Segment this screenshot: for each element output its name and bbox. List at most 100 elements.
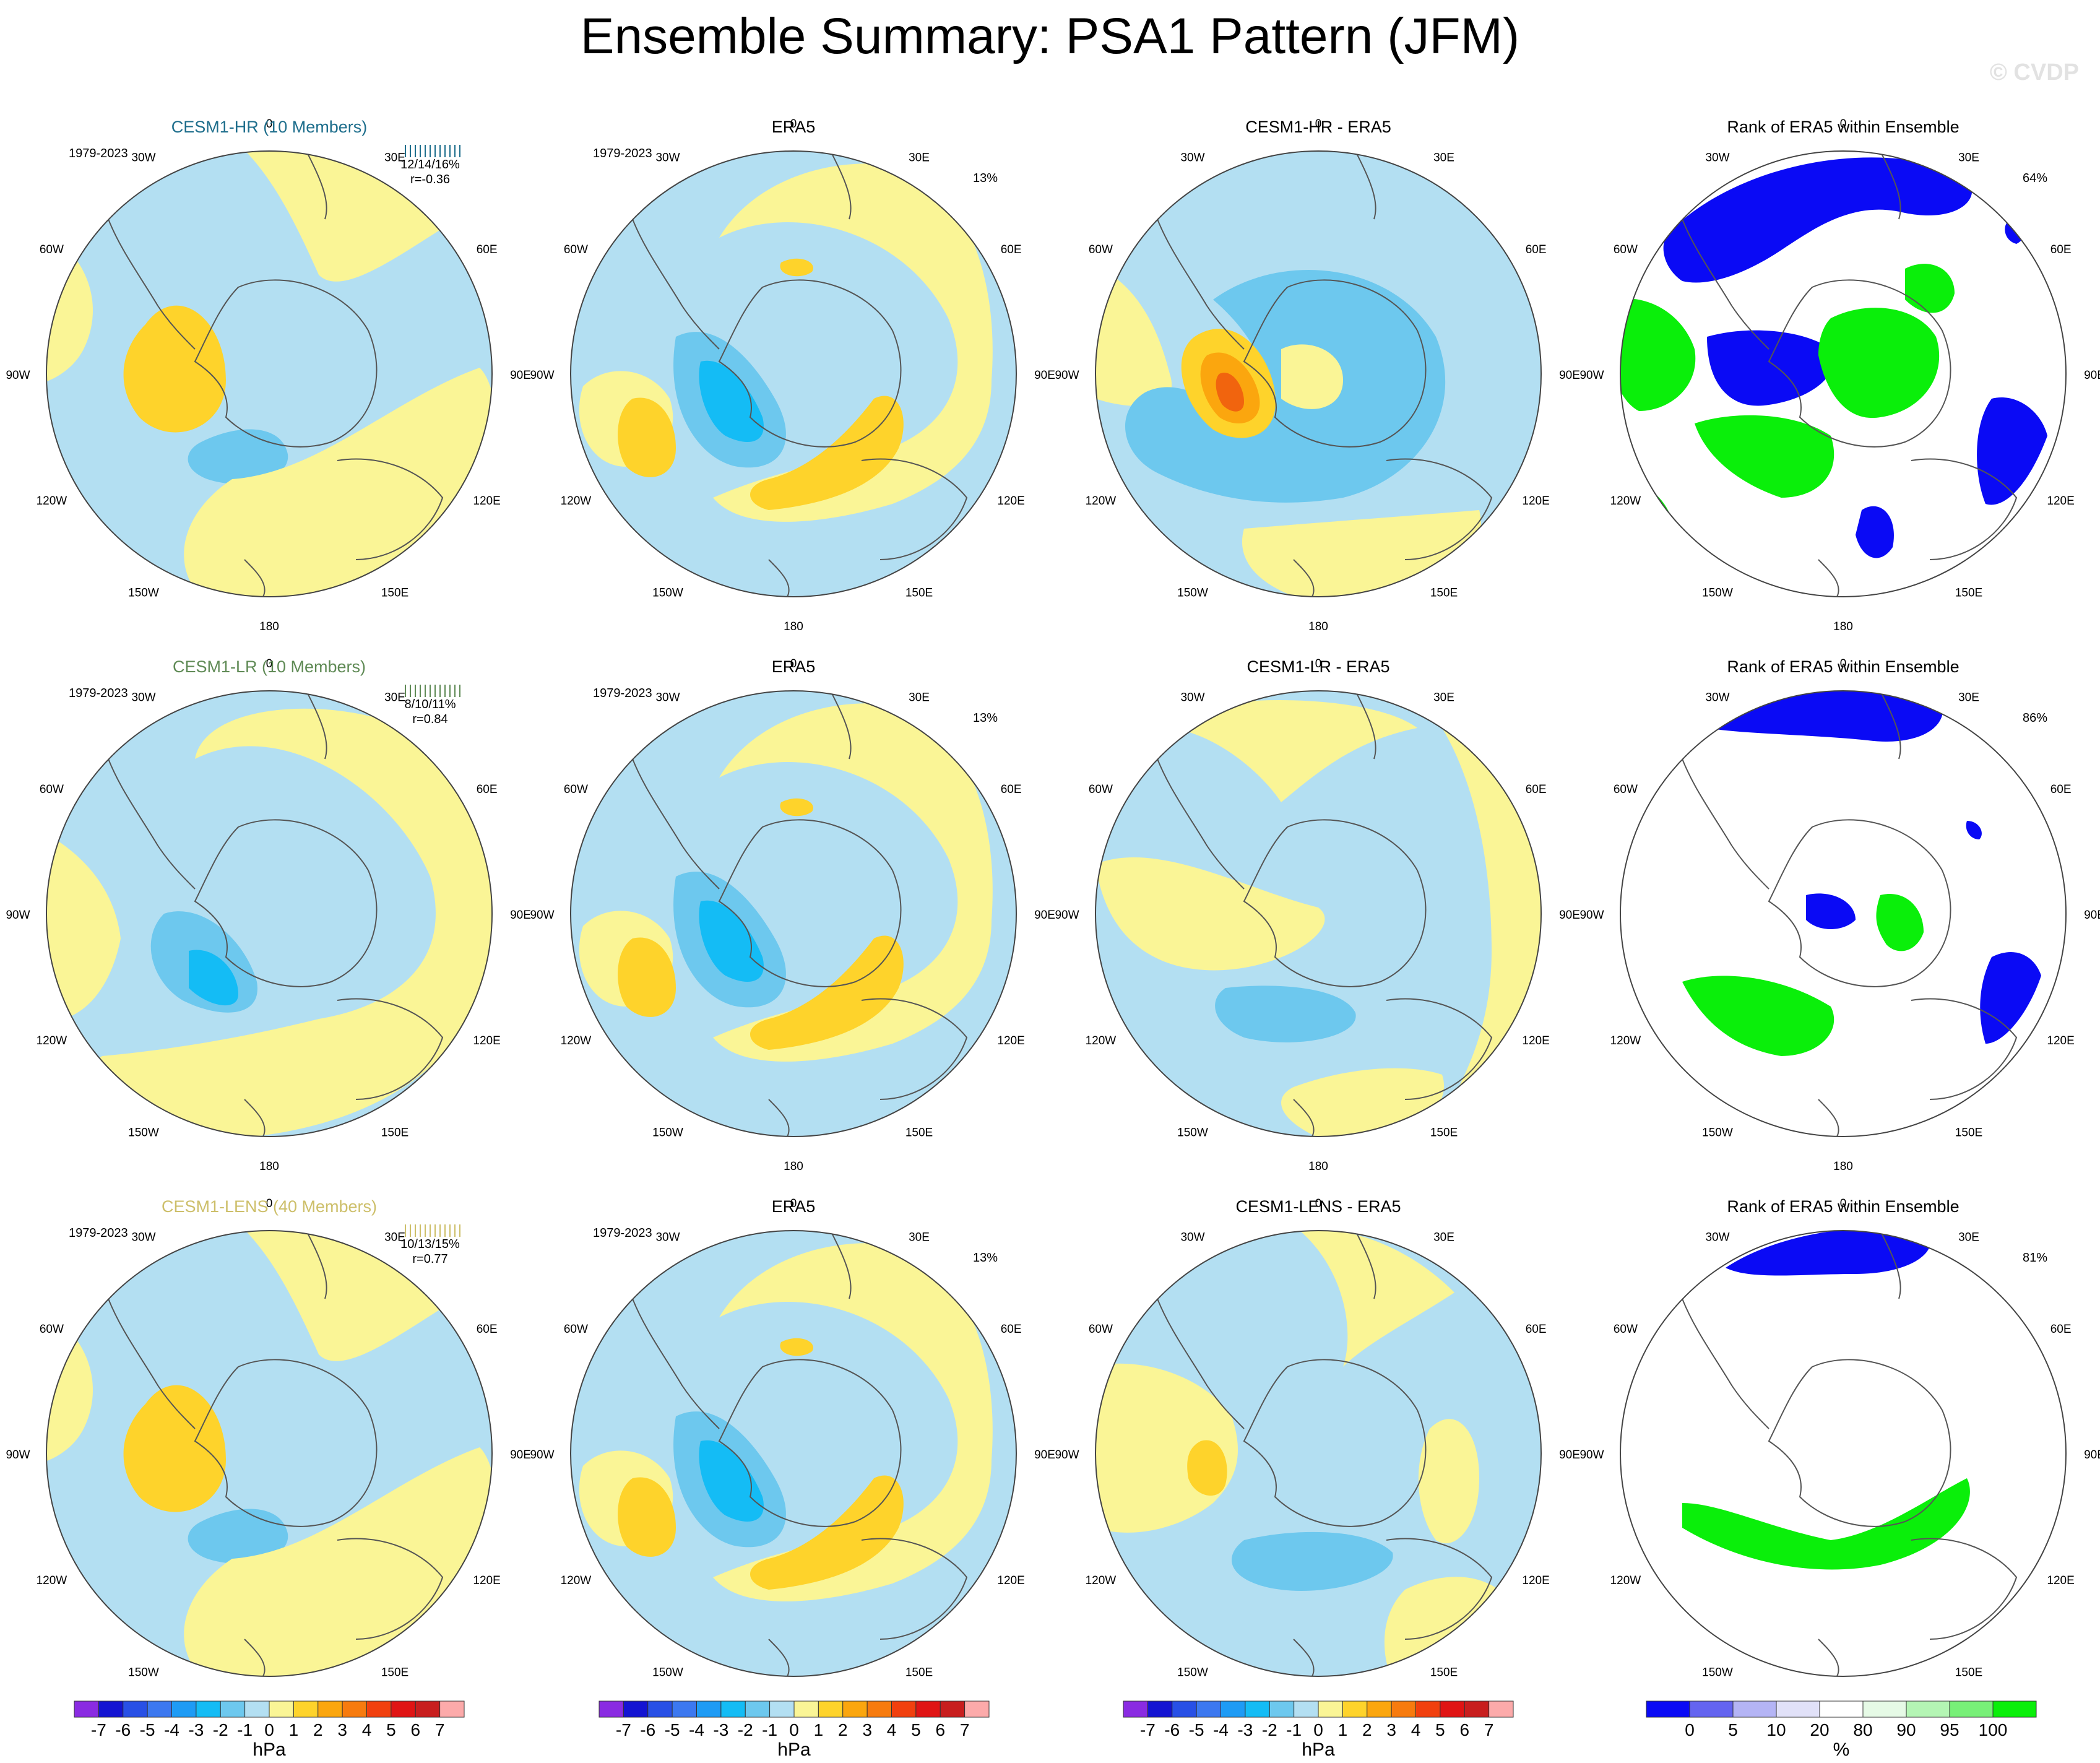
colorbar-tick-label: -5 <box>1189 1720 1204 1739</box>
australia-outline <box>768 1538 968 1676</box>
hpa-obs-colorbar: -7 -6 -5 -4 -3 -2 -1 0 1 2 3 4 5 6 7 hPa <box>598 1700 990 1760</box>
colorbar-tick-label: -6 <box>115 1720 131 1739</box>
colorbar-tick-label: 90 <box>1896 1720 1916 1739</box>
colorbar-swatch <box>1464 1700 1490 1718</box>
map-fill-group <box>1095 1231 1541 1676</box>
africa-outline <box>830 151 852 220</box>
longitude-label: 150E <box>1430 1127 1458 1140</box>
contour-region <box>1707 330 1834 406</box>
longitude-label: 120E <box>473 495 500 508</box>
longitude-label: 120W <box>1086 1574 1117 1587</box>
member-tick-strip <box>405 145 460 157</box>
antarctica-outline <box>718 1359 902 1527</box>
longitude-label: 150W <box>652 1666 683 1679</box>
longitude-label: 120E <box>1522 495 1549 508</box>
longitude-label: 120W <box>561 1034 592 1047</box>
longitude-label: 0 <box>1315 657 1322 670</box>
colorbar-swatch <box>1245 1700 1270 1718</box>
contour-region <box>699 1440 764 1522</box>
map-panel-r1-c0: 0 30E 60E 90E 120E 150E 180 150W 120W 90W 60W 30W <box>6 657 530 1173</box>
longitude-label: 90E <box>2084 369 2100 382</box>
longitude-label: 0 <box>266 657 273 670</box>
south-america-outline <box>108 1298 196 1429</box>
figure-title: Ensemble Summary: PSA1 Pattern (JFM) <box>580 8 1520 64</box>
map-fill-group <box>1095 691 1541 1137</box>
map-fill-group <box>571 691 1016 1137</box>
colorbar-swatch <box>1646 1700 1690 1718</box>
longitude-label: 120E <box>2047 1574 2074 1587</box>
south-america-outline <box>632 758 720 890</box>
colorbar-tick-label: 5 <box>1435 1720 1445 1739</box>
colorbar-unit-label: hPa <box>253 1739 286 1760</box>
longitude-label: 120W <box>561 1574 592 1587</box>
longitude-label: 150W <box>1702 1666 1733 1679</box>
longitude-label: 60W <box>564 243 588 256</box>
colorbar-tick-label: 2 <box>1362 1720 1372 1739</box>
map-border <box>570 150 1017 597</box>
contour-region <box>780 798 813 817</box>
antarctica-outline <box>194 819 378 987</box>
colorbar-tick-label: -5 <box>140 1720 155 1739</box>
longitude-label: 30E <box>1433 1231 1454 1244</box>
longitude-label: 150W <box>1177 1127 1208 1140</box>
colorbar-swatch <box>1196 1700 1221 1718</box>
contour-region <box>618 1477 676 1557</box>
period-label: 1979-2023 <box>69 147 128 160</box>
longitude-label: 0 <box>790 118 797 131</box>
colorbar-tick-label: 3 <box>337 1720 347 1739</box>
colorbar-swatch <box>74 1700 99 1718</box>
longitude-label: 60W <box>564 1323 588 1336</box>
antarctica-outline <box>1768 819 1951 987</box>
longitude-label: 60E <box>477 1323 498 1336</box>
colorbar-swatch <box>1906 1700 1950 1718</box>
longitude-label: 60W <box>1614 243 1638 256</box>
antarctica-outline <box>1768 279 1951 448</box>
period-label: 1979-2023 <box>593 687 652 700</box>
colorbar-swatch <box>220 1700 246 1718</box>
longitude-label: 60W <box>1614 1323 1638 1336</box>
australia-outline <box>1818 458 2018 597</box>
longitude-label: 30W <box>1705 691 1729 704</box>
contour-region <box>1133 700 1417 802</box>
contour-region <box>188 1509 288 1564</box>
colorbar-swatch <box>1819 1700 1864 1718</box>
longitude-label: 0 <box>1315 1197 1322 1210</box>
longitude-label: 90W <box>1055 1449 1079 1462</box>
colorbar-tick-label: -3 <box>188 1720 204 1739</box>
ensemble-stats-label: 8/10/11% <box>404 698 456 711</box>
south-america-outline <box>1157 1298 1245 1429</box>
colorbar-tick-label: 0 <box>1685 1720 1695 1739</box>
longitude-label: 180 <box>259 1160 279 1173</box>
longitude-label: 120E <box>2047 495 2074 508</box>
colorbar-tick-label: 5 <box>911 1720 921 1739</box>
longitude-label: 60W <box>1089 783 1113 796</box>
south-america-outline <box>1682 1298 1769 1429</box>
ensemble-stats-label: 10/13/15% <box>400 1237 460 1251</box>
longitude-label: 150W <box>1177 587 1208 600</box>
colorbar-tick-label: 7 <box>1484 1720 1494 1739</box>
colorbar-unit-label: % <box>1833 1739 1850 1760</box>
africa-outline <box>830 691 852 760</box>
longitude-label: 120E <box>2047 1034 2074 1047</box>
longitude-label: 90E <box>510 909 531 922</box>
south-america-outline <box>632 219 720 350</box>
africa-outline <box>306 151 327 220</box>
africa-outline <box>306 1231 327 1299</box>
contour-region <box>1856 506 1894 558</box>
longitude-label: 120W <box>37 1574 67 1587</box>
colorbar-tick-label: -1 <box>1286 1720 1302 1739</box>
longitude-label: 30E <box>384 1231 405 1244</box>
period-label: 1979-2023 <box>593 1226 652 1240</box>
colorbar-swatch <box>1147 1700 1173 1718</box>
panel-title: CESM1-LR - ERA5 <box>1247 657 1389 676</box>
map-fill-group <box>1095 151 1541 597</box>
colorbar-tick-label: -5 <box>665 1720 680 1739</box>
longitude-label: 60E <box>2050 1323 2072 1336</box>
map-border <box>1095 1230 1542 1677</box>
longitude-label: 30E <box>909 151 930 164</box>
panel-title: Rank of ERA5 within Ensemble <box>1727 118 1959 136</box>
longitude-label: 60W <box>40 243 64 256</box>
